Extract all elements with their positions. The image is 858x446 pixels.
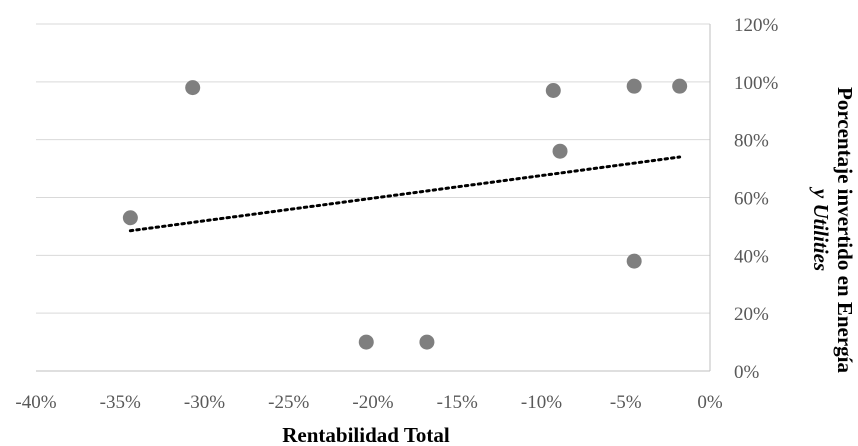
data-points — [122, 78, 688, 350]
trendline-group — [128, 155, 682, 233]
grid-lines — [36, 23, 710, 314]
data-point — [122, 210, 138, 226]
trendline — [128, 155, 682, 233]
x-tick-label: -40% — [15, 392, 56, 413]
y-tick-label: 40% — [734, 246, 769, 267]
data-point — [545, 83, 561, 99]
data-point — [552, 143, 568, 159]
y-tick-label: 120% — [734, 15, 779, 36]
x-tick-label: -35% — [100, 392, 141, 413]
x-tick-label: -10% — [521, 392, 562, 413]
x-axis-title: Rentabilidad Total — [282, 423, 450, 446]
x-tick-label: -15% — [437, 392, 478, 413]
y-axis-title-line1: Porcentaje invertido en Energía — [833, 87, 857, 373]
y-tick-label: 100% — [734, 73, 779, 94]
data-point — [626, 78, 642, 94]
x-tick-label: -25% — [268, 392, 309, 413]
data-point — [185, 80, 201, 96]
x-tick-label: -20% — [352, 392, 393, 413]
data-point — [672, 78, 688, 94]
data-point — [419, 334, 435, 350]
x-tick-label: -5% — [610, 392, 642, 413]
y-axis-title-line2: y Utilities — [809, 186, 833, 271]
y-tick-label: 60% — [734, 189, 769, 210]
y-axis-title: Porcentaje invertido en Energía y Utilit… — [809, 87, 857, 373]
data-point — [626, 253, 642, 269]
x-tick-labels: -40% -35% -30% -25% -20% -15% -10% -5% 0% — [15, 392, 722, 413]
data-point — [358, 334, 374, 350]
x-tick-label: 0% — [697, 392, 723, 413]
y-tick-label: 0% — [734, 362, 760, 383]
axes — [36, 24, 711, 372]
y-tick-label: 20% — [734, 304, 769, 325]
x-tick-label: -30% — [184, 392, 225, 413]
y-tick-label: 80% — [734, 131, 769, 152]
y-tick-labels: 0% 20% 40% 60% 80% 100% 120% — [734, 15, 779, 383]
